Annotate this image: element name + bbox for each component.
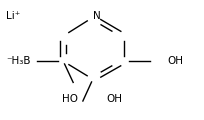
- Text: N: N: [93, 11, 101, 21]
- Text: ⁻H₃B: ⁻H₃B: [6, 56, 31, 66]
- Text: OH: OH: [106, 94, 122, 104]
- Text: OH: OH: [167, 56, 183, 66]
- Text: Li⁺: Li⁺: [6, 11, 20, 21]
- Text: HO: HO: [62, 94, 78, 104]
